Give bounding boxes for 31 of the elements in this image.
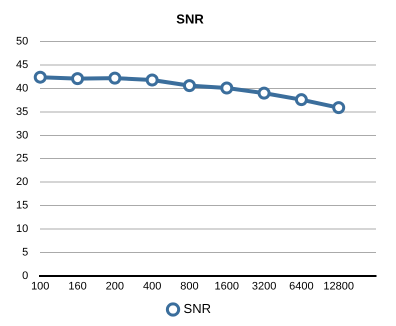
y-tick-label: 15: [16, 200, 28, 212]
point: [258, 86, 271, 100]
x-tick-label: 100: [31, 280, 50, 292]
x-tick-label: 6400: [289, 280, 314, 292]
y-tick-label: 50: [16, 36, 28, 48]
y-tick-label: 35: [16, 106, 28, 118]
x-tick-label: 3200: [252, 280, 276, 292]
chart-title: SNR: [176, 11, 204, 26]
point: [71, 72, 84, 86]
point: [34, 70, 47, 84]
legend-label: SNR: [184, 301, 211, 316]
x-tick-label: 400: [142, 280, 162, 292]
x-tick-label: 160: [68, 280, 87, 292]
point: [220, 81, 234, 94]
x-tick-label: 12800: [323, 280, 354, 292]
x-tick-label: 1600: [214, 280, 240, 292]
y-tick-label: 20: [16, 176, 28, 188]
y-tick-label: 25: [16, 152, 28, 165]
y-tick-label: 5: [22, 246, 28, 258]
y-tick-label: 45: [16, 59, 28, 72]
point: [182, 79, 196, 92]
x-tick-label: 800: [180, 280, 199, 292]
y-tick-label: 40: [16, 82, 28, 94]
y-tick-label: 30: [16, 129, 28, 142]
point: [294, 93, 308, 106]
point: [108, 72, 122, 85]
point: [332, 101, 346, 114]
y-tick-label: 0: [22, 270, 28, 282]
point: [146, 74, 159, 87]
x-tick-label: 200: [106, 280, 124, 292]
y-tick-label: 10: [16, 222, 28, 235]
